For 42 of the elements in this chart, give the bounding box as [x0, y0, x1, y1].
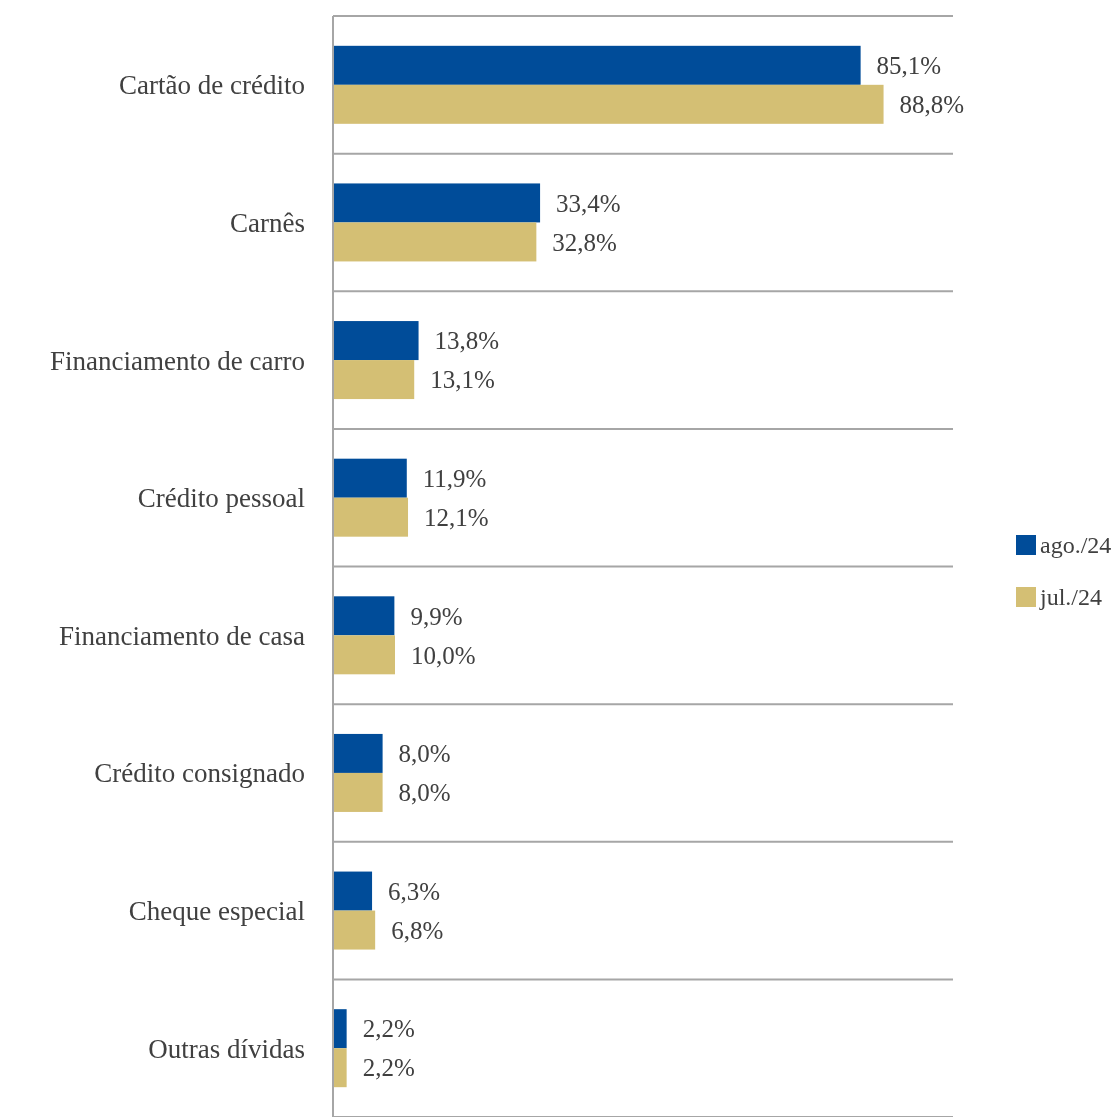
data-label: 6,8% — [391, 916, 444, 944]
data-label: 2,2% — [362, 1015, 415, 1043]
bar — [333, 84, 884, 124]
data-label: 88,8% — [899, 91, 965, 119]
y-tick-label: Crédito pessoal — [137, 483, 305, 514]
bar — [333, 910, 376, 950]
data-label: 11,9% — [422, 464, 487, 492]
bar — [333, 183, 541, 223]
bar — [333, 458, 407, 498]
legend-label: ago./24 — [1040, 532, 1112, 559]
y-tick-label: Carnês — [230, 207, 305, 238]
y-tick-label: Financiamento de casa — [59, 620, 306, 651]
y-tick-label: Cheque especial — [128, 896, 305, 927]
bar — [333, 360, 415, 400]
bar — [333, 871, 373, 911]
y-tick-label: Outras dívidas — [148, 1033, 305, 1064]
data-label: 6,3% — [388, 877, 441, 905]
bar — [333, 733, 383, 773]
bar — [333, 222, 537, 262]
data-label: 13,8% — [434, 327, 500, 355]
y-tick-label: Financiamento de carro — [50, 345, 305, 376]
data-label: 33,4% — [556, 189, 621, 217]
data-label: 10,0% — [411, 641, 476, 669]
data-label: 8,0% — [398, 740, 451, 768]
bar — [333, 635, 395, 675]
bar — [333, 1009, 347, 1049]
data-label: 9,9% — [410, 602, 463, 630]
bar — [333, 321, 419, 361]
data-label: 8,0% — [398, 779, 451, 807]
y-tick-label: Crédito consignado — [94, 758, 305, 789]
data-label: 32,8% — [552, 228, 617, 256]
data-label: 2,2% — [362, 1054, 415, 1082]
bar — [333, 45, 861, 85]
data-label: 12,1% — [424, 503, 489, 531]
bar — [333, 772, 383, 812]
data-label: 13,1% — [430, 366, 495, 394]
data-label: 85,1% — [876, 52, 942, 80]
y-tick-label: Cartão de crédito — [119, 70, 305, 101]
bar — [333, 596, 395, 636]
legend-label: jul./24 — [1039, 584, 1103, 611]
bar — [333, 497, 409, 537]
bar — [333, 1048, 347, 1088]
